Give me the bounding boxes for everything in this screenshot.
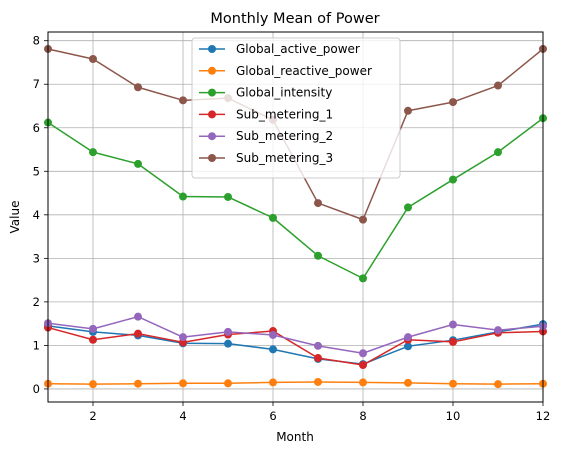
data-point <box>89 148 97 157</box>
data-point <box>134 312 142 321</box>
data-point <box>449 175 457 184</box>
data-point <box>224 379 232 388</box>
data-point <box>179 379 187 388</box>
data-point <box>494 81 502 90</box>
legend-box <box>191 37 401 179</box>
legend-items: Global_active_power Global_reactive_power… <box>199 42 372 165</box>
legend-entry: Global_active_power <box>199 42 360 56</box>
series-line <box>47 326 544 366</box>
y-axis-ticks: 0 1 2 3 4 5 6 7 8 <box>33 34 48 396</box>
data-point <box>494 380 502 389</box>
legend-entry: Sub_metering_1 <box>199 107 333 121</box>
legend-marker <box>208 66 216 75</box>
data-point <box>134 379 142 388</box>
data-point <box>404 333 412 342</box>
legend-entry: Sub_metering_3 <box>199 151 333 165</box>
legend-marker <box>208 132 216 141</box>
data-point <box>449 379 457 388</box>
legend-marker <box>208 154 216 162</box>
data-point <box>404 106 412 115</box>
data-point <box>89 324 97 333</box>
legend-marker <box>208 110 216 119</box>
plot-frame <box>47 31 544 403</box>
data-point <box>494 148 502 157</box>
x-tick-label: 4 <box>179 409 186 423</box>
data-point <box>359 349 367 358</box>
legend-label: Global_active_power <box>236 42 360 56</box>
data-point <box>404 342 412 351</box>
data-point <box>89 54 97 63</box>
legend-label: Sub_metering_3 <box>236 151 333 165</box>
legend: Global_active_power Global_reactive_power… <box>191 37 401 179</box>
data-point <box>134 329 142 338</box>
y-tick-label: 2 <box>33 295 40 309</box>
data-point <box>449 98 457 107</box>
y-tick-label: 3 <box>33 251 40 265</box>
data-point <box>269 378 277 387</box>
data-point <box>404 378 412 387</box>
legend-marker <box>208 45 216 53</box>
y-tick-label: 7 <box>33 77 40 91</box>
data-point <box>449 320 457 329</box>
data-point <box>314 199 322 208</box>
data-point <box>179 333 187 342</box>
legend-label: Global_reactive_power <box>236 64 372 78</box>
chart-title: Monthly Mean of Power <box>210 11 379 27</box>
data-point <box>449 337 457 346</box>
x-tick-label: 6 <box>269 409 276 423</box>
series-line <box>47 117 544 280</box>
legend-entry: Sub_metering_2 <box>199 129 333 143</box>
data-point <box>314 251 322 260</box>
y-tick-label: 4 <box>33 208 40 222</box>
data-point <box>179 96 187 105</box>
legend-label: Sub_metering_1 <box>236 107 333 121</box>
x-tick-label: 10 <box>446 409 461 423</box>
data-point <box>89 380 97 389</box>
series-global-reactive-power <box>44 377 547 389</box>
x-tick-label: 12 <box>536 409 551 423</box>
data-point <box>224 192 232 201</box>
data-point <box>359 215 367 224</box>
data-point <box>359 361 367 369</box>
series-line <box>47 315 544 354</box>
legend-marker <box>208 88 216 97</box>
data-point <box>359 378 367 387</box>
data-point <box>314 354 322 363</box>
y-tick-label: 1 <box>33 338 40 352</box>
y-tick-label: 5 <box>33 164 40 178</box>
data-point <box>134 83 142 92</box>
x-tick-label: 2 <box>89 409 96 423</box>
y-tick-label: 6 <box>33 121 40 135</box>
data-point <box>269 330 277 339</box>
x-tick-label: 8 <box>359 409 366 423</box>
data-point <box>89 335 97 344</box>
x-axis-ticks: 2 4 6 8 10 12 <box>89 402 550 423</box>
data-point <box>224 327 232 336</box>
y-tick-label: 8 <box>33 34 40 48</box>
data-point <box>224 339 232 348</box>
data-point <box>269 345 277 354</box>
data-point <box>314 377 322 386</box>
x-axis-label: Month <box>276 430 314 444</box>
series-line <box>47 381 544 385</box>
data-point <box>134 159 142 168</box>
data-point <box>269 213 277 222</box>
y-tick-label: 0 <box>33 382 40 396</box>
data-point <box>359 274 367 283</box>
legend-entry: Global_intensity <box>199 86 332 100</box>
data-point <box>404 203 412 212</box>
legend-entry: Global_reactive_power <box>199 64 372 78</box>
y-axis-label: Value <box>8 201 22 234</box>
data-point <box>314 341 322 350</box>
legend-label: Global_intensity <box>236 86 332 100</box>
data-point <box>179 192 187 201</box>
data-point <box>494 326 502 335</box>
legend-label: Sub_metering_2 <box>236 129 333 143</box>
